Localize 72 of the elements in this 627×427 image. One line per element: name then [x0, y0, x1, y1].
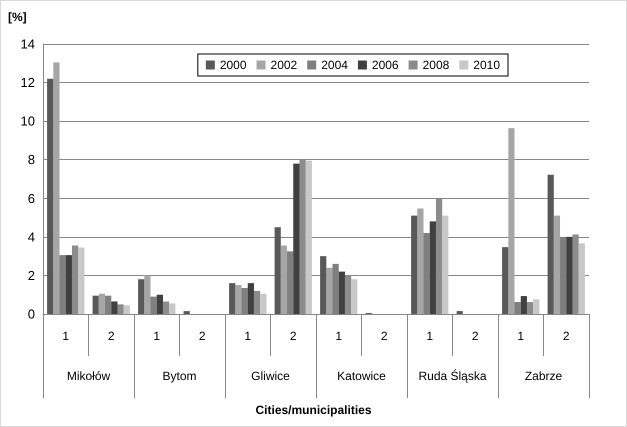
x-tick-label: 1: [426, 329, 434, 343]
bar: [98, 294, 106, 314]
legend-label: 2006: [372, 58, 399, 72]
legend-label: 2004: [321, 58, 348, 72]
bar: [533, 299, 540, 314]
x-tick-label: 2: [472, 329, 479, 343]
bar: [411, 216, 418, 314]
bar: [338, 272, 345, 314]
bar: [260, 294, 266, 314]
legend-label: 2008: [422, 58, 450, 72]
bar: [320, 256, 326, 314]
x-tick-label: 1: [244, 329, 252, 343]
bar: [306, 160, 312, 314]
bar: [508, 128, 515, 314]
bar: [548, 174, 554, 314]
bar: [566, 236, 572, 314]
x-tick-label: 2: [380, 329, 388, 343]
y-tick-label: 10: [20, 114, 35, 129]
bar: [274, 227, 281, 314]
bar: [456, 311, 463, 314]
y-tick-label: 0: [28, 306, 35, 322]
x-tick-label: 1: [335, 329, 342, 343]
bar: [66, 255, 72, 314]
bar: [78, 247, 84, 314]
bar: [53, 62, 60, 314]
bar: [554, 216, 560, 314]
x-tick-label: 1: [517, 329, 524, 343]
bar: [280, 246, 288, 314]
x-tick-label: 1: [62, 329, 70, 343]
text: Ruda Śląska: [418, 369, 487, 383]
legend-label: 2000: [220, 58, 247, 72]
y-tick-label: 6: [28, 190, 35, 206]
y-tick-label: 14: [20, 36, 35, 52]
legend-label: 2010: [473, 58, 500, 72]
bar: [235, 285, 242, 314]
bar: [430, 221, 436, 314]
bar: [442, 216, 448, 314]
bar: [111, 301, 118, 314]
text: Zabrze: [524, 369, 562, 383]
x-tick-label: 2: [562, 329, 570, 343]
bar: [326, 268, 333, 314]
bar: [156, 294, 163, 314]
y-axis-title: [%]: [8, 10, 27, 24]
bar: [520, 296, 527, 314]
bar: [293, 164, 300, 314]
x-tick-label: 1: [153, 329, 160, 343]
bar: [92, 296, 99, 314]
bar: [47, 78, 54, 314]
text: Katowice: [337, 369, 386, 383]
bar: [169, 303, 176, 314]
bar: [124, 305, 130, 314]
text: Mikołów: [66, 369, 111, 383]
y-tick-label: 8: [28, 152, 35, 168]
x-tick-label: 2: [108, 329, 115, 343]
x-axis-title: Cities/municipalities: [255, 403, 372, 417]
bar: [248, 283, 254, 314]
bar: [417, 208, 424, 314]
text: Gliwice: [251, 369, 290, 383]
legend-label: 2002: [270, 58, 298, 72]
bar: [229, 283, 236, 314]
bar: [351, 279, 358, 314]
y-tick-label: 12: [20, 75, 35, 90]
x-tick-label: 2: [198, 329, 206, 343]
bar: [184, 311, 190, 314]
bar: [138, 279, 144, 314]
y-tick-label: 2: [28, 268, 35, 283]
bar: [578, 243, 585, 314]
bar: [502, 247, 508, 314]
bar: [144, 275, 151, 314]
text: Bytom: [162, 369, 197, 383]
y-tick-label: 4: [28, 229, 35, 244]
x-tick-label: 2: [290, 329, 297, 343]
